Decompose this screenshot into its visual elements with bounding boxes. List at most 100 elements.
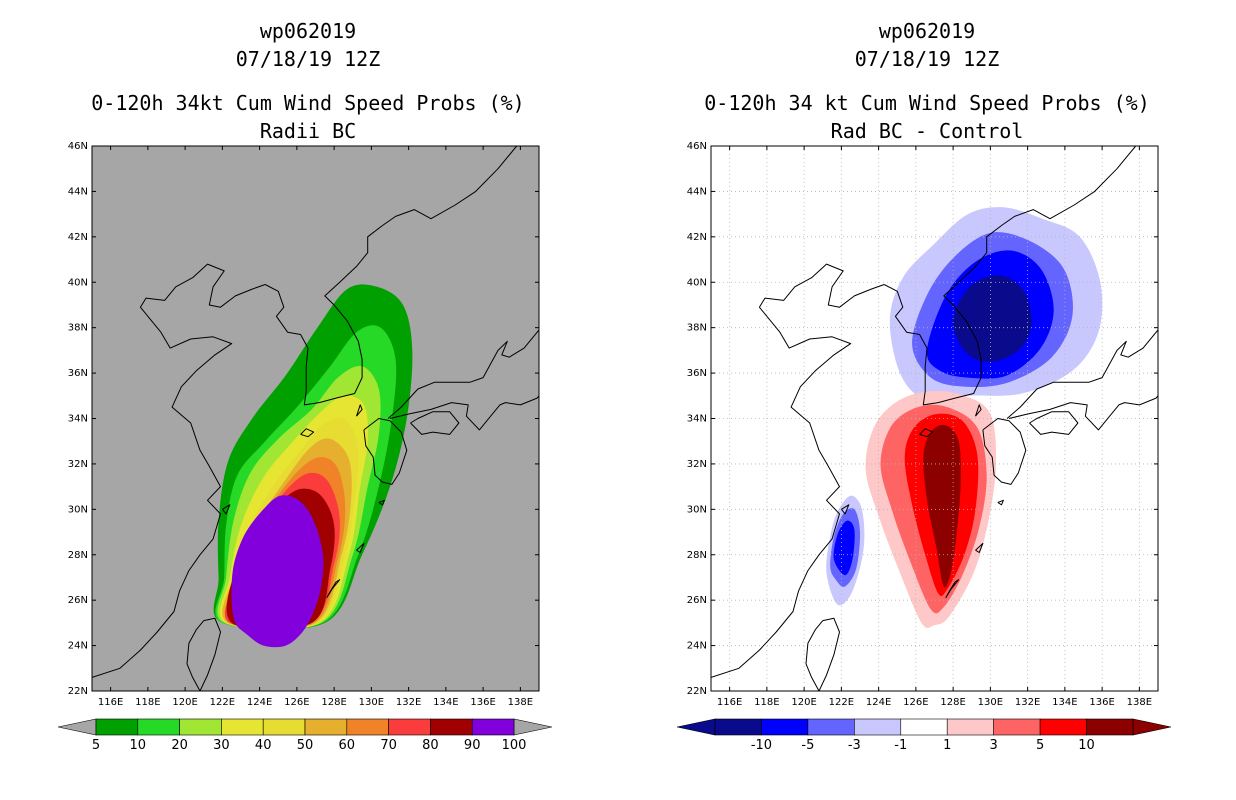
left-panel-subtitle: Radii BC <box>259 119 357 143</box>
lat-tick-label: 42N <box>687 232 707 243</box>
right-coastlines <box>711 146 1158 691</box>
left-panel-datetime: 07/18/19 12Z <box>235 47 381 71</box>
shikoku-coast <box>410 411 460 435</box>
tsushima-island <box>356 404 363 417</box>
colorbar-swatch <box>900 718 948 736</box>
yakushima-island <box>997 499 1004 506</box>
right-colorbar: -10 -5 -3 -1 1 3 5 10 <box>676 718 1172 753</box>
colorbar-label: -10 <box>751 738 772 753</box>
china-coast <box>92 263 266 678</box>
lat-tick-label: 28N <box>687 550 707 561</box>
lat-tick-label: 36N <box>687 368 707 379</box>
right-panel-datetime: 07/18/19 12Z <box>854 47 1000 71</box>
right-panel-subtitle: Rad BC - Control <box>830 119 1024 143</box>
lat-tick-label: 22N <box>687 686 707 697</box>
right-panel-storm-id: wp062019 <box>878 19 976 43</box>
amami-island <box>975 542 984 553</box>
colorbar-label: 5 <box>92 738 100 753</box>
lon-tick-label: 116E <box>98 697 123 708</box>
colorbar-low-arrow <box>57 718 97 736</box>
lon-tick-label: 122E <box>829 697 854 708</box>
colorbar-swatch <box>304 718 348 736</box>
lat-tick-label: 30N <box>687 504 707 515</box>
right-difference-contours <box>826 207 1103 628</box>
colorbar-label: 50 <box>297 738 314 753</box>
left-coastlines <box>92 146 539 691</box>
lon-tick-label: 134E <box>433 697 458 708</box>
lon-tick-label: 126E <box>903 697 928 708</box>
taiwan-coast <box>186 617 221 691</box>
contour-fill-10 <box>923 424 961 588</box>
colorbar-label: -3 <box>848 738 861 753</box>
lat-tick-label: 34N <box>687 414 707 425</box>
china-coast <box>711 263 885 678</box>
left-colorbar: 5 10 20 30 40 50 60 70 80 90 100 <box>57 718 553 753</box>
russia-coast <box>1001 146 1137 226</box>
lat-tick-label: 26N <box>68 595 88 606</box>
colorbar-label: 30 <box>213 738 230 753</box>
taiwan-coast <box>805 617 840 691</box>
yakushima-island <box>378 499 385 506</box>
lat-tick-label: 42N <box>68 232 88 243</box>
left-panel-product-title: 0-120h 34kt Cum Wind Speed Probs (%) <box>91 91 525 115</box>
contour-fill-neg10 <box>953 275 1032 362</box>
lon-tick-label: 118E <box>754 697 779 708</box>
colorbar-label: 100 <box>502 738 527 753</box>
lat-tick-label: 44N <box>687 186 707 197</box>
okinawa-island <box>945 579 960 599</box>
lon-tick-label: 138E <box>1127 697 1152 708</box>
lon-tick-label: 122E <box>210 697 235 708</box>
colorbar-label: 10 <box>130 738 147 753</box>
lon-tick-label: 130E <box>359 697 384 708</box>
lat-tick-label: 28N <box>68 550 88 561</box>
colorbar-swatch <box>430 718 473 736</box>
lat-tick-label: 22N <box>68 686 88 697</box>
contour-fill-90 <box>231 495 324 648</box>
lon-tick-label: 128E <box>321 697 346 708</box>
contour-fill-neg5 <box>833 520 855 576</box>
colorbar-swatch <box>262 718 306 736</box>
colorbar-swatch <box>179 718 222 736</box>
lon-tick-label: 134E <box>1052 697 1077 708</box>
lon-tick-label: 118E <box>135 697 160 708</box>
lat-tick-label: 46N <box>687 141 707 152</box>
zhoushan-islands <box>841 504 850 515</box>
lon-tick-label: 136E <box>470 697 495 708</box>
colorbar-label: -1 <box>894 738 907 753</box>
left-axis-ticks: 46N 44N 42N 40N 38N 36N 34N 32N 30N 28N 26N 24N 22N 1… <box>68 141 539 708</box>
lon-tick-label: 138E <box>508 697 533 708</box>
colorbar-low-arrow <box>676 718 716 736</box>
lon-tick-label: 120E <box>172 697 197 708</box>
lon-tick-label: 128E <box>940 697 965 708</box>
colorbar-swatch <box>95 718 139 736</box>
lat-tick-label: 36N <box>68 368 88 379</box>
colorbar-swatch <box>761 718 809 736</box>
colorbar-swatch <box>807 718 855 736</box>
left-map: 46N 44N 42N 40N 38N 36N 34N 32N 30N 28N 26N 24N 22N 1… <box>68 141 540 708</box>
jeju-island <box>919 428 934 438</box>
colorbar-swatch <box>471 718 515 736</box>
colorbar-label: 90 <box>464 738 481 753</box>
colorbar-label: 1 <box>943 738 951 753</box>
colorbar-label: 5 <box>1036 738 1044 753</box>
lat-tick-label: 24N <box>687 641 707 652</box>
right-axis-ticks: 46N 44N 42N 40N 38N 36N 34N 32N 30N 28N 26N 24N 22N 1… <box>687 141 1158 708</box>
lon-tick-label: 132E <box>396 697 421 708</box>
kyushu-coast <box>982 418 1027 485</box>
right-panel-product-title: 0-120h 34 kt Cum Wind Speed Probs (%) <box>704 91 1150 115</box>
colorbar-swatch <box>346 718 389 736</box>
colorbar-swatch <box>388 718 431 736</box>
colorbar-swatch <box>993 718 1041 736</box>
lat-tick-label: 24N <box>68 641 88 652</box>
amami-island <box>356 542 365 553</box>
lon-tick-label: 132E <box>1015 697 1040 708</box>
honshu-coast <box>387 329 539 419</box>
lon-tick-label: 126E <box>284 697 309 708</box>
lat-tick-label: 46N <box>68 141 88 152</box>
tsushima-island <box>975 404 982 417</box>
lat-tick-label: 30N <box>68 504 88 515</box>
okinawa-island <box>326 579 341 599</box>
lat-tick-label: 38N <box>687 323 707 334</box>
colorbar-swatch <box>1086 718 1134 736</box>
